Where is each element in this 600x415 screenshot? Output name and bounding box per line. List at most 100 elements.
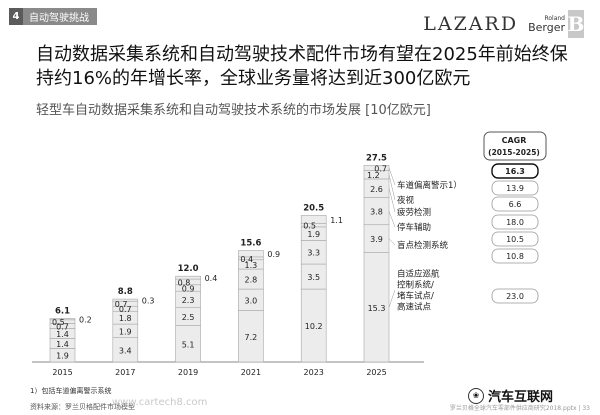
bar-segment-2017-0 [112,337,139,363]
legend-leader-0 [388,289,396,308]
legend-label-2-0: 停车辅助 [397,222,431,233]
bar-segment-2021-5 [238,250,264,258]
cagr-value-5: 13.9 [506,184,524,193]
cagr-value-1: 10.8 [506,252,524,261]
cagr-value-4-box [491,196,539,212]
total-label-2023: 20.5 [303,203,324,213]
legend-leader-3 [388,188,396,213]
cagr-header-box [483,131,547,161]
value-label-2015-5: 0.2 [79,316,92,325]
bar-segment-2025-0 [363,252,390,363]
value-label-2015-4: 0.5 [52,318,65,327]
value-label-2019-5: 0.4 [205,274,218,283]
value-label-2021-5: 0.9 [267,250,280,259]
cagr-value-2-box [491,231,539,247]
cagr-value-0-box [491,288,539,304]
value-label-2015-1: 1.4 [56,340,69,349]
legend-label-5-0: 车道偏离警示1） [397,180,462,191]
lazard-logo: LAZARD [423,13,519,35]
cagr-total: 16.3 [505,167,525,176]
value-label-2019-0: 5.1 [182,340,195,349]
value-label-2019-2: 2.3 [182,296,195,305]
tick-label-2019: 2019 [178,368,198,377]
bar-segment-2025-2 [363,197,390,226]
value-label-2017-0: 3.4 [119,346,132,355]
cagr-value-3: 18.0 [506,218,524,227]
value-label-2017-3: 0.7 [119,305,132,314]
value-label-2025-0: 15.3 [368,304,386,313]
tick-label-2017: 2017 [115,368,135,377]
legend-label-0-1: 控制系统/ [397,280,434,291]
cagr-value-2: 10.5 [506,235,524,244]
value-label-2023-0: 10.2 [305,322,323,331]
roland-berger-logo: Roland Berger B [528,10,584,38]
value-label-2023-1: 3.5 [307,273,320,282]
value-label-2023-2: 3.3 [307,249,320,258]
legend-leader-1 [388,238,396,246]
tick-label-2025: 2025 [366,368,386,377]
tick-label-2021: 2021 [241,368,261,377]
rb-big-text: Berger [528,20,565,34]
chart-subtitle: 轻型车自动数据采集系统和自动驾驶技术系统的市场发展 [10亿欧元] [36,103,431,118]
brand-name: 汽车互联网 [488,390,554,405]
footnote: 1）包括车道偏离警示系统 [30,387,112,395]
total-label-2017: 8.8 [118,287,133,297]
legend-label-0-0: 自适应巡航 [397,269,440,280]
bar-segment-2023-0 [300,288,327,363]
brand: ❀ 汽车互联网 [468,386,553,405]
bar-segment-2019-5 [175,275,201,280]
cagr-value-5-box [491,180,539,196]
source-note: 资料来源：罗兰贝格配件市场模型 [30,403,135,411]
value-label-2019-3: 0.9 [182,284,195,293]
legend-label-0-2: 堵车试点/ [397,291,434,302]
value-label-2021-2: 2.8 [245,276,258,285]
rb-small-text: Roland [544,14,565,22]
total-label-2025: 27.5 [366,153,387,163]
value-label-2025-3: 2.6 [370,185,383,194]
bar-segment-2023-1 [300,263,327,290]
value-label-2017-5: 0.3 [142,297,155,306]
value-label-2021-4: 0.4 [240,255,253,264]
value-label-2017-2: 1.8 [119,314,132,323]
value-label-2025-2: 3.8 [370,208,383,217]
cagr-value-1-box [491,248,539,264]
value-label-2017-1: 1.9 [119,327,132,336]
rb-mark-icon: B [567,10,585,38]
tick-label-2023: 2023 [304,368,324,377]
value-label-2017-4: 0.7 [115,300,128,309]
cagr-title: CAGR [502,136,527,145]
value-label-2015-3: 0.7 [56,322,69,331]
section-label: 自动驾驶挑战 [29,13,89,24]
value-label-2025-4: 1.2 [367,171,380,180]
legend-leader-2 [388,211,396,228]
bar-segment-2015-5 [49,318,76,321]
value-label-2021-3: 1.3 [245,261,258,270]
legend-label-3-0: 疲劳检测 [397,207,431,218]
value-label-2025-5: 0.7 [374,164,387,173]
logos: LAZARD Roland Berger B [423,10,584,38]
bar-segment-2019-0 [175,325,201,363]
cagr-value-4: 6.6 [509,200,522,209]
headline: 自动数据采集系统和自动驾驶技术配件市场有望在2025年前始终保持约16%的年增长… [36,44,568,89]
legend-label-1-0: 盲点检测系统 [397,240,449,251]
total-label-2015: 6.1 [55,306,70,316]
watermark-site: www.cartech8.com [112,397,208,408]
legend-leader-5 [388,167,396,186]
value-label-2019-1: 2.5 [182,313,195,322]
value-label-2023-3: 1.9 [307,230,320,239]
value-label-2023-4: 0.5 [303,222,316,231]
value-label-2021-0: 7.2 [245,333,258,342]
value-label-2021-1: 3.0 [245,296,258,305]
total-label-2021: 15.6 [240,238,261,248]
value-label-2015-0: 1.9 [56,352,69,361]
cagr-total-box [491,163,539,179]
legend-label-4-0: 夜视 [397,195,415,206]
section-number: 4 [9,8,23,25]
page-ref: 罗兰贝格全球汽车零部件供应商研究2018.pptx | 33 [449,405,590,412]
wechat-icon: ❀ [468,387,484,404]
bar-segment-2023-5 [300,215,327,224]
cagr-value-0: 23.0 [506,292,524,301]
legend-leader-4 [388,174,396,201]
value-label-2025-1: 3.9 [370,235,383,244]
